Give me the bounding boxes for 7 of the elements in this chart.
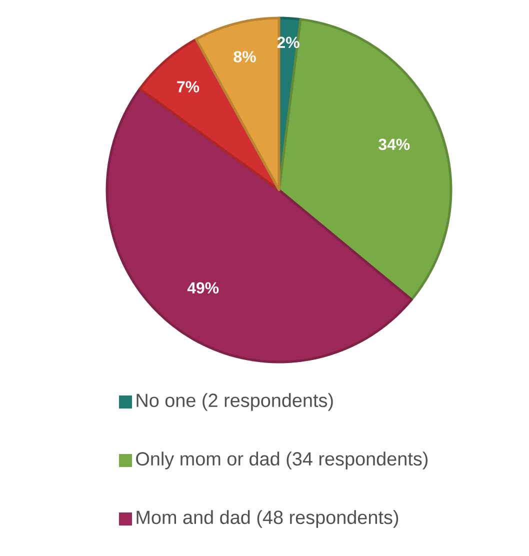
legend-label: No one (2 respondents) — [136, 393, 333, 411]
legend-label: Mom and dad (48 respondents) — [136, 510, 398, 528]
data-label: 7% — [177, 81, 200, 92]
data-label: 49% — [187, 282, 219, 294]
data-label: 8% — [234, 51, 256, 62]
data-label: 34% — [378, 138, 410, 150]
legend-label: Only mom or dad (34 respondents) — [136, 452, 428, 470]
